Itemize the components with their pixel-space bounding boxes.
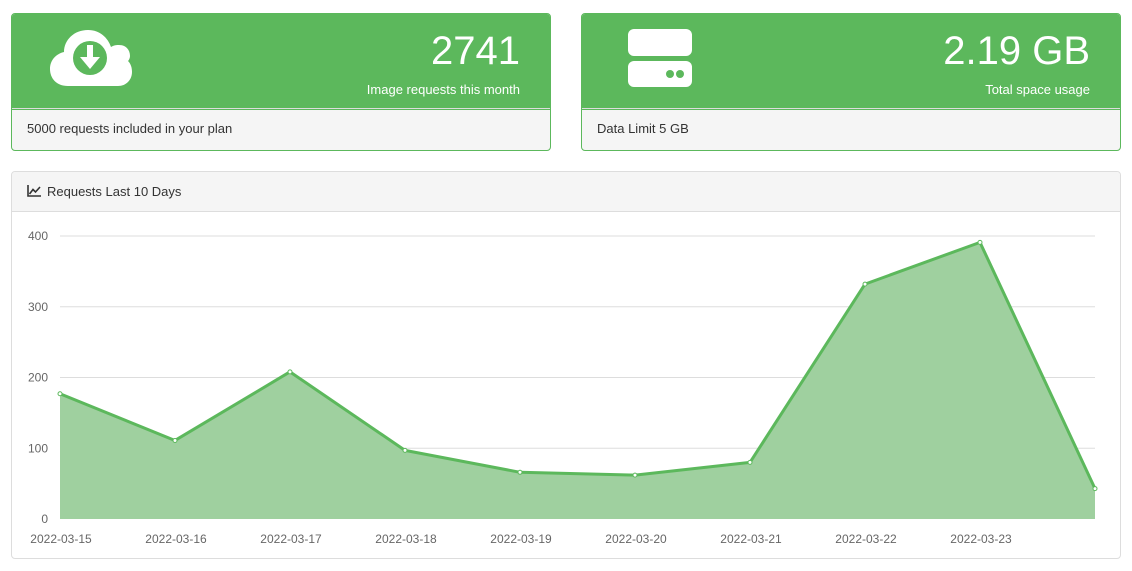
- x-tick-label: 2022-03-21: [720, 532, 782, 546]
- requests-plan-footer: 5000 requests included in your plan: [12, 108, 550, 150]
- y-tick-label: 100: [28, 441, 48, 455]
- y-tick-label: 200: [28, 371, 48, 385]
- space-stat-heading: 2.19 GB Total space usage: [582, 14, 1120, 110]
- data-point: [1092, 486, 1098, 492]
- line-chart-icon: [27, 185, 41, 197]
- requests-stat-heading: 2741 Image requests this month: [12, 14, 550, 110]
- data-point: [632, 472, 638, 478]
- data-point: [172, 437, 178, 443]
- data-limit-footer: Data Limit 5 GB: [582, 108, 1120, 150]
- requests-label: Image requests this month: [366, 82, 520, 97]
- requests-series-line: [59, 240, 1097, 490]
- y-tick-label: 400: [28, 229, 48, 243]
- requests-area-fill: [60, 242, 1095, 519]
- requests-area-chart: 0 100 200 300 400 2022-03-15 2022-03-16 2022-03…: [28, 229, 1098, 546]
- data-point: [862, 281, 868, 287]
- x-tick-label: 2022-03-23: [950, 532, 1012, 546]
- x-tick-label: 2022-03-22: [835, 532, 897, 546]
- server-icon: [628, 29, 692, 87]
- requests-chart-panel: Requests Last 10 Days 0 100 200 300 400 2022-…: [11, 171, 1121, 559]
- data-point: [747, 459, 753, 465]
- data-point: [402, 447, 408, 453]
- space-usage-label: Total space usage: [985, 82, 1090, 97]
- x-tick-label: 2022-03-16: [145, 532, 207, 546]
- x-tick-label: 2022-03-19: [490, 532, 552, 546]
- space-usage-value: 2.19 GB: [943, 29, 1090, 73]
- y-tick-label: 300: [28, 300, 48, 314]
- data-point: [287, 369, 293, 375]
- chart-panel-heading: Requests Last 10 Days: [12, 172, 1120, 212]
- chart-panel-title: Requests Last 10 Days: [47, 184, 182, 199]
- x-tick-label: 2022-03-17: [260, 532, 322, 546]
- requests-count: 2741: [431, 29, 520, 73]
- data-point: [517, 469, 523, 475]
- x-tick-label: 2022-03-15: [30, 532, 92, 546]
- requests-stat-panel: 2741 Image requests this month 5000 requ…: [11, 13, 551, 151]
- cloud-download-icon: [50, 30, 132, 86]
- data-point: [977, 239, 983, 245]
- data-point: [57, 391, 63, 397]
- x-tick-label: 2022-03-20: [605, 532, 667, 546]
- x-tick-label: 2022-03-18: [375, 532, 437, 546]
- space-stat-panel: 2.19 GB Total space usage Data Limit 5 G…: [581, 13, 1121, 151]
- y-tick-label: 0: [41, 512, 48, 526]
